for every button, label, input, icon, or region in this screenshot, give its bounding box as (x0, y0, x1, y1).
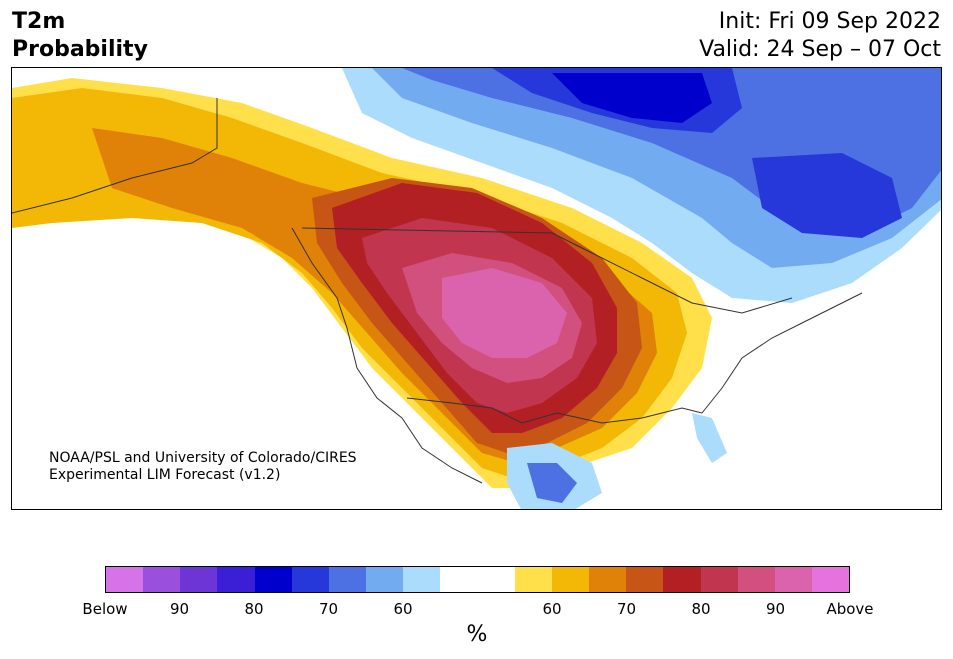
colorbar-cell (328, 567, 367, 592)
border-us-mexico (406, 397, 558, 424)
colorbar-label-above-60: 60 (542, 600, 562, 618)
credit-text: NOAA/PSL and University of Colorado/CIRE… (49, 450, 357, 484)
credit-line-1: NOAA/PSL and University of Colorado/CIRE… (49, 450, 357, 466)
colorbar-cell (366, 567, 404, 592)
colorbar-cell (217, 567, 255, 592)
map-canvas (12, 68, 941, 509)
colorbar (105, 566, 850, 593)
colorbar-label-above-80: 80 (691, 600, 711, 618)
cold-region-core (552, 73, 712, 123)
colorbar-cell (106, 567, 144, 592)
coastline-alaska (12, 98, 218, 214)
coastline-east (701, 292, 863, 414)
warm-region-peak (442, 268, 567, 358)
border-us-canada (301, 227, 793, 314)
cold-region-mexico-core (527, 463, 577, 503)
colorbar-label-below-60: 60 (393, 600, 413, 618)
valid-range: Valid: 24 Sep – 07 Oct (699, 37, 941, 62)
credit-line-2: Experimental LIM Forecast (v1.2) (49, 467, 281, 483)
colorbar-cell (477, 567, 515, 592)
colorbar-cell (700, 567, 738, 592)
colorbar-cell (626, 567, 664, 592)
colorbar-cell (774, 567, 812, 592)
cold-region-florida (692, 413, 727, 463)
colorbar-cell (291, 567, 329, 592)
colorbar-label-below: Below (82, 600, 128, 618)
colorbar-cell (663, 567, 701, 592)
colorbar-unit: % (466, 622, 488, 647)
colorbar-cell (440, 567, 478, 592)
colorbar-cell (180, 567, 218, 592)
colorbar-cell (514, 567, 552, 592)
coastline-west (291, 227, 483, 484)
coastline-gulf (556, 407, 703, 424)
variable-title: T2m (12, 9, 66, 34)
cold-region-quebec (752, 153, 902, 238)
colorbar-cell (811, 567, 850, 592)
colorbar-label-below-90: 90 (169, 600, 190, 618)
colorbar-cell (551, 567, 590, 592)
colorbar-label-above-90: 90 (765, 600, 786, 618)
colorbar-cell (589, 567, 627, 592)
colorbar-cell (254, 567, 292, 592)
colorbar-cell (403, 567, 441, 592)
forecast-map (11, 67, 942, 510)
colorbar-label-above-70: 70 (616, 600, 637, 618)
colorbar-cell (143, 567, 181, 592)
date-block: Init: Fri 09 Sep 2022 Valid: 24 Sep – 07… (699, 8, 941, 64)
title-block: T2m Probability (12, 8, 148, 64)
init-date: Init: Fri 09 Sep 2022 (718, 9, 941, 34)
colorbar-label-below-70: 70 (318, 600, 339, 618)
colorbar-cell (737, 567, 775, 592)
product-title: Probability (12, 37, 148, 62)
colorbar-label-below-80: 80 (244, 600, 264, 618)
colorbar-label-above: Above (826, 600, 874, 618)
